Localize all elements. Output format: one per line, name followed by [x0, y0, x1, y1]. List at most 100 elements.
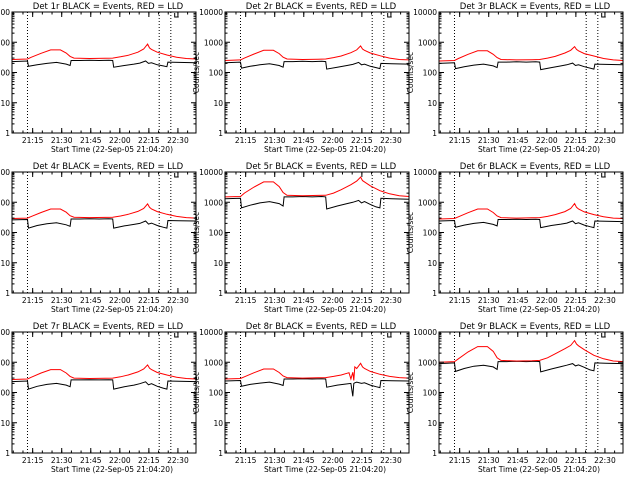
y-tick-label: 100: [423, 69, 438, 78]
y-tick-label: 10000: [199, 8, 223, 17]
panel-title: Det 6r BLACK = Events, RED = LLD: [460, 162, 611, 172]
y-tick-label: 1000: [418, 38, 437, 47]
y-tick-label: 100: [423, 229, 438, 238]
panel-det-6: Det 6r BLACK = Events, RED = LLD 1 10 100 10…: [406, 162, 624, 314]
y-tick-label: 1000: [418, 198, 437, 207]
x-tick-label: 22:30: [380, 456, 402, 465]
x-tick-label: 22:15: [565, 136, 587, 145]
x-tick-label: 22:00: [322, 456, 344, 465]
y-tick-label: 10000: [0, 168, 10, 177]
x-tick-label: 21:15: [235, 296, 257, 305]
x-tick-label: 22:00: [536, 456, 558, 465]
y-tick-label: 100: [209, 229, 224, 238]
panel-det-1: Det 1r BLACK = Events, RED = LLD 1 10 100 10…: [0, 2, 197, 154]
y-tick-label: 1: [218, 289, 223, 298]
annotation-mark: [174, 333, 179, 338]
x-tick-label: 21:15: [235, 136, 257, 145]
y-tick-label: 100: [209, 389, 224, 398]
x-tick-label: 22:15: [565, 296, 587, 305]
x-tick-label: 21:15: [22, 296, 44, 305]
x-axis-label: Start Time (22-Sep-05 21:04:20): [51, 305, 173, 314]
panel-title: Det 3r BLACK = Events, RED = LLD: [460, 2, 611, 12]
y-axis-label: Counts/sec: [406, 52, 415, 93]
y-tick-label: 1000: [204, 358, 223, 367]
x-tick-label: 21:45: [80, 456, 102, 465]
y-axis-label: Counts/sec: [192, 212, 201, 253]
panel-title: Det 7r BLACK = Events, RED = LLD: [33, 322, 184, 332]
series-line-events: [439, 360, 623, 373]
y-axis-label: Counts/sec: [406, 372, 415, 413]
y-tick-label: 10: [213, 259, 223, 268]
x-axis-label: Start Time (22-Sep-05 21:04:20): [478, 145, 600, 154]
x-axis-label: Start Time (22-Sep-05 21:04:20): [478, 305, 600, 314]
y-axis-label: Counts/sec: [192, 52, 201, 93]
y-tick-label: 1000: [0, 358, 10, 367]
x-axis-label: Start Time (22-Sep-05 21:04:20): [51, 145, 173, 154]
x-tick-label: 22:30: [380, 136, 402, 145]
x-tick-label: 22:30: [380, 296, 402, 305]
panel-det-4: Det 4r BLACK = Events, RED = LLD 1 10 100 10…: [0, 162, 197, 314]
y-tick-label: 10000: [0, 328, 10, 337]
series-line-lld: [12, 43, 196, 60]
series-line-lld: [225, 362, 409, 381]
panel-det-3: Det 3r BLACK = Events, RED = LLD 1 10 100 10…: [406, 2, 624, 154]
y-tick-label: 100: [0, 229, 10, 238]
series-line-events: [225, 60, 409, 70]
y-tick-label: 1: [432, 129, 437, 138]
y-tick-label: 1: [218, 129, 223, 138]
x-tick-label: 22:00: [109, 296, 131, 305]
x-tick-label: 21:45: [293, 296, 315, 305]
y-tick-label: 10000: [413, 328, 437, 337]
x-tick-label: 21:30: [51, 136, 73, 145]
annotation-mark: [174, 173, 179, 178]
panel-title: Det 1r BLACK = Events, RED = LLD: [33, 2, 184, 12]
x-tick-label: 21:15: [22, 136, 44, 145]
x-tick-label: 21:15: [22, 456, 44, 465]
x-tick-label: 22:30: [167, 136, 189, 145]
plot-frame: [438, 11, 624, 134]
series-line-lld: [439, 339, 623, 363]
series-line-lld: [439, 45, 623, 62]
y-tick-label: 1000: [204, 198, 223, 207]
panel-title: Det 8r BLACK = Events, RED = LLD: [246, 322, 397, 332]
x-tick-label: 22:30: [594, 136, 616, 145]
y-tick-label: 1000: [204, 38, 223, 47]
y-axis-label: Counts/sec: [406, 212, 415, 253]
x-tick-label: 22:15: [351, 136, 373, 145]
panel-det-5: Det 5r BLACK = Events, RED = LLD 1 10 100 10…: [192, 162, 410, 314]
series-line-lld: [225, 45, 409, 61]
x-axis-label: Start Time (22-Sep-05 21:04:20): [478, 465, 600, 474]
x-axis-label: Start Time (22-Sep-05 21:04:20): [264, 145, 386, 154]
y-tick-label: 1: [5, 449, 10, 458]
y-tick-label: 100: [0, 69, 10, 78]
x-tick-label: 21:30: [478, 296, 500, 305]
x-tick-label: 21:45: [507, 136, 529, 145]
y-axis-label: Counts/sec: [192, 372, 201, 413]
plot-frame: [11, 171, 197, 294]
series-line-lld: [12, 364, 196, 380]
plot-frame: [438, 171, 624, 294]
x-tick-label: 21:45: [293, 456, 315, 465]
panel-det-2: Det 2r BLACK = Events, RED = LLD 1 10 100 10…: [192, 2, 410, 154]
series-line-events: [225, 195, 409, 210]
x-tick-label: 22:00: [322, 136, 344, 145]
plot-frame: [224, 171, 410, 294]
annotation-mark: [601, 173, 606, 178]
x-tick-label: 22:00: [536, 136, 558, 145]
y-tick-label: 10: [213, 99, 223, 108]
x-tick-label: 21:30: [51, 456, 73, 465]
y-tick-label: 100: [0, 389, 10, 398]
panel-title: Det 4r BLACK = Events, RED = LLD: [33, 162, 184, 172]
x-tick-label: 22:15: [138, 456, 160, 465]
x-tick-label: 21:30: [264, 456, 286, 465]
panel-det-9: Det 9r BLACK = Events, RED = LLD 1 10 100 10…: [406, 322, 624, 474]
series-line-lld: [225, 176, 409, 198]
panel-title: Det 2r BLACK = Events, RED = LLD: [246, 2, 397, 12]
annotation-mark: [601, 333, 606, 338]
x-tick-label: 22:15: [138, 296, 160, 305]
x-tick-label: 22:00: [109, 136, 131, 145]
series-line-events: [12, 59, 196, 68]
x-tick-label: 22:15: [351, 296, 373, 305]
y-tick-label: 1: [432, 449, 437, 458]
